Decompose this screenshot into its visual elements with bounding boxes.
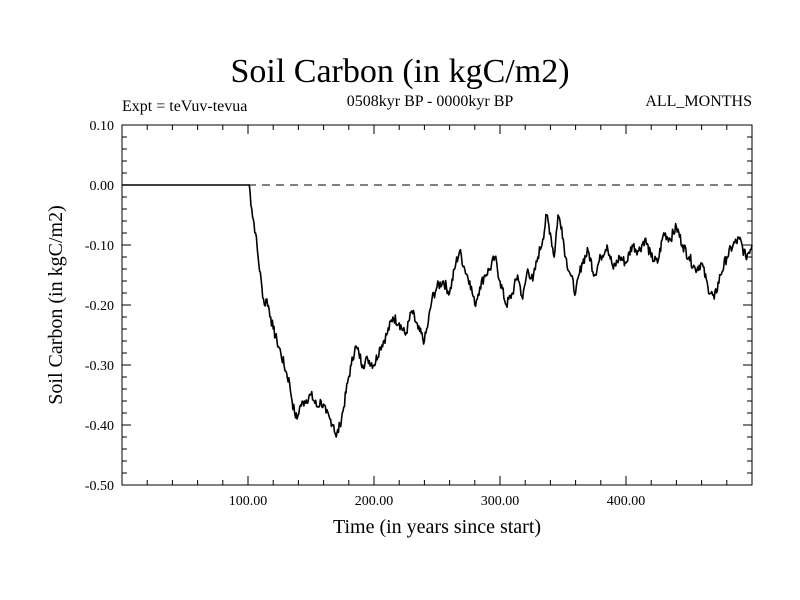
x-tick-label: 200.00 [355,494,394,509]
y-tick-label: -0.20 [85,299,114,314]
x-tick-label: 300.00 [481,494,520,509]
soil-carbon-series-line [122,184,753,438]
chart-subtitle: 0508kyr BP - 0000kyr BP [346,93,514,110]
y-tick-label: 0.10 [90,119,115,134]
y-tick-label: -0.10 [85,239,114,254]
x-axis-ticks: 100.00 200.00 300.00 400.00 [146,125,728,509]
x-tick-label: 100.00 [229,494,268,509]
y-axis-ticks: 0.10 0.00 -0.10 -0.20 -0.30 -0.40 -0.50 [85,119,752,494]
y-tick-label: 0.00 [90,179,115,194]
experiment-label: Expt = teVuv-tevua [122,98,248,115]
y-tick-label: -0.40 [85,419,114,434]
plot-frame [121,124,753,486]
y-tick-label: -0.50 [85,479,114,494]
months-label: ALL_MONTHS [645,93,752,110]
y-tick-label: -0.30 [85,359,114,374]
y-axis-label: Soil Carbon (in kgC/m2) [45,205,67,404]
chart-title: Soil Carbon (in kgC/m2) [230,53,570,90]
x-tick-label: 400.00 [607,494,646,509]
x-axis-label: Time (in years since start) [333,516,541,538]
